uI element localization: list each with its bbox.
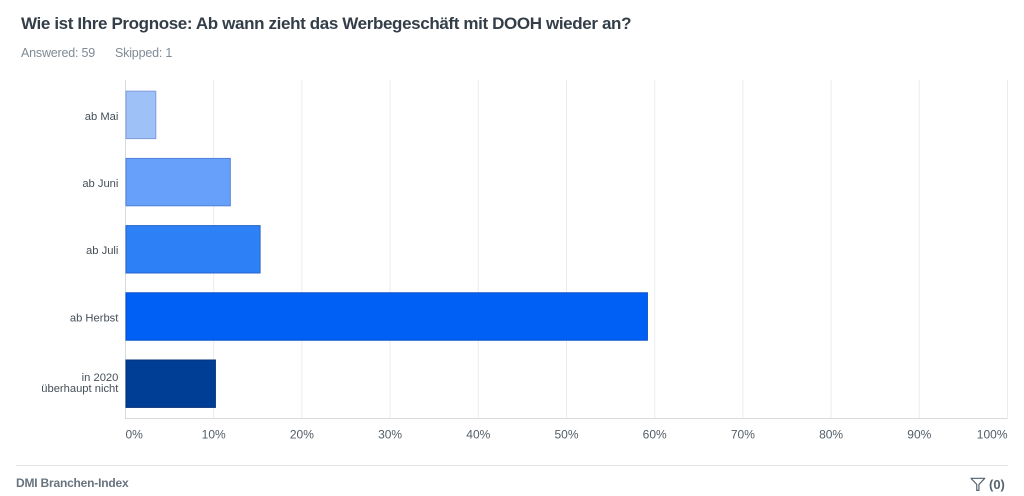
svg-text:60%: 60% <box>643 428 667 442</box>
svg-text:in 2020: in 2020 <box>82 372 119 384</box>
svg-text:90%: 90% <box>907 428 931 442</box>
svg-text:40%: 40% <box>466 428 490 442</box>
svg-text:10%: 10% <box>202 428 226 442</box>
svg-text:ab Herbst: ab Herbst <box>70 312 119 324</box>
svg-text:0%: 0% <box>126 428 144 442</box>
svg-text:ab Juni: ab Juni <box>82 178 118 190</box>
svg-text:70%: 70% <box>731 428 755 442</box>
svg-text:ab Mai: ab Mai <box>85 111 119 123</box>
svg-text:50%: 50% <box>554 428 578 442</box>
svg-text:100%: 100% <box>977 428 1008 442</box>
svg-text:überhaupt nicht: überhaupt nicht <box>41 383 119 395</box>
svg-text:20%: 20% <box>290 428 314 442</box>
svg-text:80%: 80% <box>819 428 843 442</box>
svg-text:ab Juli: ab Juli <box>86 245 118 257</box>
svg-text:30%: 30% <box>378 428 402 442</box>
